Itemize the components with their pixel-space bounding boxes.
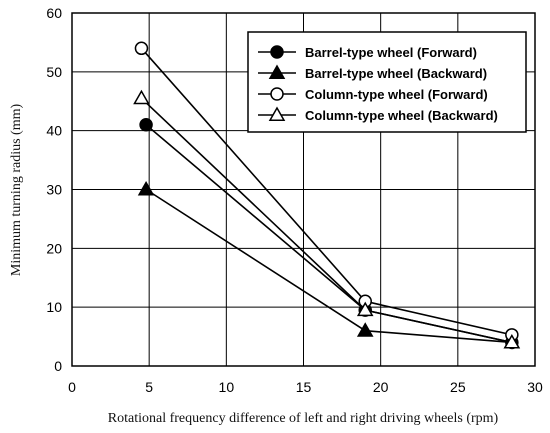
data-point: [133, 89, 150, 105]
x-tick-label: 30: [527, 379, 543, 395]
x-tick-label: 25: [450, 379, 466, 395]
series-line: [145, 124, 513, 344]
y-tick-label: 60: [46, 5, 62, 21]
legend-label: Column-type wheel (Backward): [305, 108, 498, 123]
legend-item: Barrel-type wheel (Backward): [258, 64, 487, 81]
data-point: [503, 333, 521, 349]
legend-label: Column-type wheel (Forward): [305, 87, 488, 102]
plot-area-frame: [71, 12, 536, 367]
data-point: [356, 322, 374, 337]
y-axis-title: Minimum turning radius (mm): [9, 104, 24, 277]
legend-marker: [268, 106, 286, 121]
series-layer: [133, 41, 521, 350]
x-tick-label: 0: [68, 379, 76, 395]
x-tick-label: 15: [296, 379, 312, 395]
x-axis-title: Rotational frequency difference of left …: [108, 411, 499, 426]
series-4: [133, 89, 521, 349]
legend-item: Column-type wheel (Backward): [258, 106, 498, 123]
y-axis-ticks: 0 10 20 30 40 50 60: [46, 5, 62, 374]
series-3: [134, 41, 519, 342]
series-1: [139, 118, 519, 350]
legend-item: Barrel-type wheel (Forward): [258, 45, 477, 60]
legend-marker: [270, 87, 284, 101]
legend-marker: [268, 64, 286, 79]
data-point: [139, 118, 153, 132]
x-tick-label: 20: [373, 379, 389, 395]
legend-label: Barrel-type wheel (Forward): [305, 45, 477, 60]
legend-label: Barrel-type wheel (Backward): [305, 66, 487, 81]
legend-items: Barrel-type wheel (Forward) Barrel-type w…: [258, 45, 498, 123]
y-tick-label: 10: [46, 299, 62, 315]
y-tick-label: 50: [46, 64, 62, 80]
legend-item: Column-type wheel (Forward): [258, 87, 488, 102]
data-point: [137, 180, 155, 196]
series-line: [145, 188, 512, 344]
legend: Barrel-type wheel (Forward) Barrel-type w…: [247, 31, 527, 133]
y-tick-label: 20: [46, 240, 62, 256]
x-tick-label: 10: [219, 379, 235, 395]
x-tick-label: 5: [145, 379, 153, 395]
x-axis-ticks: 0 5 10 15 20 25 30: [68, 379, 543, 395]
y-tick-label: 0: [54, 358, 62, 374]
data-point: [134, 41, 149, 56]
y-tick-label: 40: [46, 123, 62, 139]
y-tick-label: 30: [46, 182, 62, 198]
legend-marker: [270, 45, 284, 59]
data-point: [356, 301, 374, 317]
